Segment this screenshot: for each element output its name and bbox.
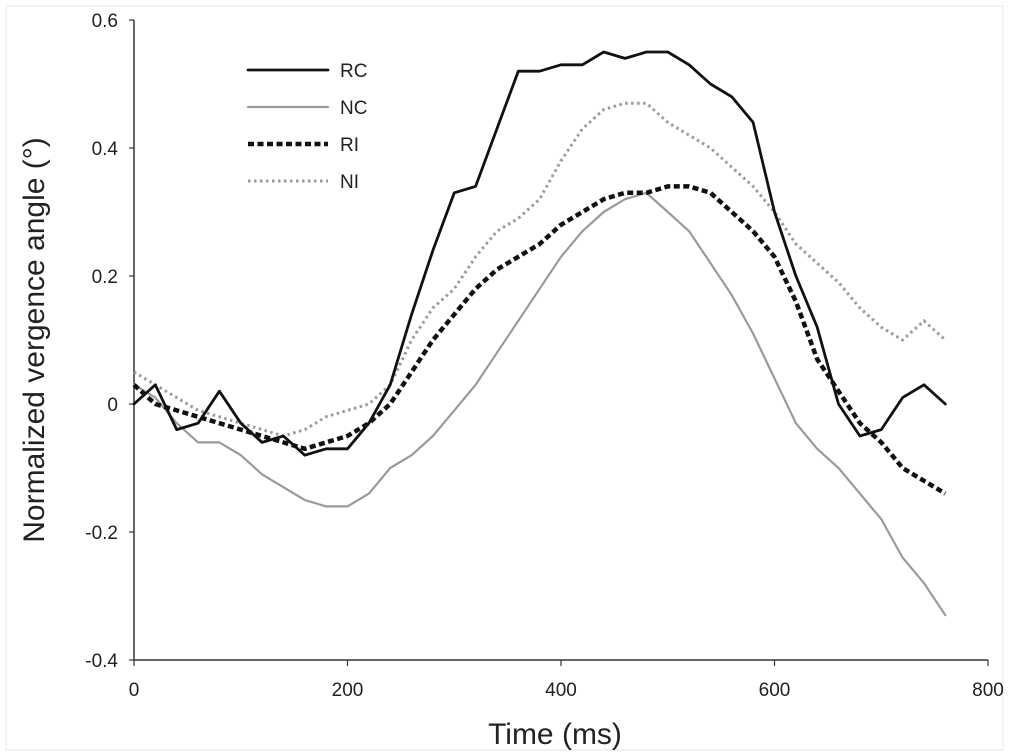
x-axis-title: Time (ms) bbox=[488, 718, 622, 751]
series-layer bbox=[132, 50, 947, 617]
y-tick-label: 0.2 bbox=[92, 267, 118, 288]
y-axis-title: Normalized vergence angle (°) bbox=[18, 137, 51, 543]
series-line-ni bbox=[133, 101, 947, 438]
series-line-rc bbox=[132, 50, 947, 457]
legend-label-ni: NI bbox=[340, 172, 359, 193]
legend-label-nc: NC bbox=[340, 98, 367, 119]
y-tick-label: -0.2 bbox=[85, 523, 118, 544]
x-tick-label: 400 bbox=[545, 680, 577, 701]
x-tick-label: 0 bbox=[129, 680, 140, 701]
series-line-nc bbox=[132, 191, 947, 617]
legend: RC NC RI NI bbox=[246, 61, 367, 193]
series-line-ri bbox=[132, 184, 947, 496]
x-tick-label: 200 bbox=[332, 680, 364, 701]
y-tick-label: 0.6 bbox=[92, 11, 118, 32]
x-tick-label: 800 bbox=[972, 680, 1004, 701]
legend-label-ri: RI bbox=[340, 135, 359, 156]
y-tick-label: 0 bbox=[107, 395, 118, 416]
x-tick-label: 600 bbox=[759, 680, 791, 701]
y-tick-label: 0.4 bbox=[92, 139, 119, 160]
y-tick-label: -0.4 bbox=[85, 651, 118, 672]
legend-label-rc: RC bbox=[340, 61, 367, 82]
figure-border bbox=[5, 5, 1004, 751]
y-axis-ticks: -0.4 -0.2 0 0.2 0.4 0.6 bbox=[85, 11, 134, 672]
x-axis-ticks: 0 200 400 600 800 bbox=[129, 660, 1004, 701]
